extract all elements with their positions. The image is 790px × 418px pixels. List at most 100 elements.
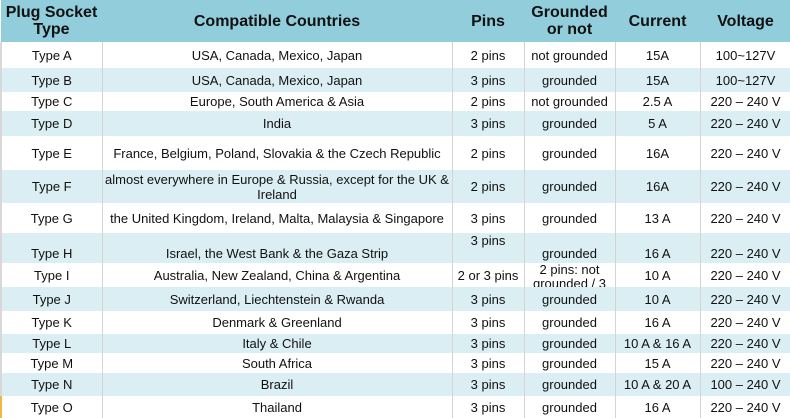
cell-pins[interactable]: 3 pins: [451, 373, 525, 396]
cell-current[interactable]: 13 A: [614, 203, 701, 233]
cell-type[interactable]: Type I: [0, 263, 103, 287]
cell-voltage[interactable]: 220 – 240 V: [699, 170, 790, 203]
cell-type[interactable]: Type L: [0, 334, 103, 353]
header-countries[interactable]: Compatible Countries: [102, 0, 452, 42]
cell-type[interactable]: Type D: [0, 111, 103, 136]
table-row: Type I Australia, New Zealand, China & Ar…: [0, 263, 790, 287]
table-row: Type B USA, Canada, Mexico, Japan 3 pins gr…: [0, 68, 790, 92]
table-row: Type O Thailand 3 pins grounded 16 A 220 – 24…: [0, 396, 790, 418]
cell-voltage[interactable]: 220 – 240 V: [699, 263, 790, 287]
cell-grounded[interactable]: grounded: [523, 68, 616, 92]
cell-type[interactable]: Type H: [0, 233, 103, 263]
cell-countries[interactable]: Israel, the West Bank & the Gaza Strip: [101, 233, 453, 263]
cell-current[interactable]: 15A: [614, 68, 701, 92]
cell-grounded[interactable]: grounded: [523, 396, 616, 418]
cell-type[interactable]: Type E: [0, 136, 103, 170]
cell-pins[interactable]: 3 pins: [451, 203, 525, 233]
cell-current[interactable]: 16A: [614, 170, 701, 203]
header-grounded[interactable]: Grounded or not: [524, 0, 615, 42]
cell-grounded[interactable]: not grounded: [523, 42, 616, 68]
cell-pins[interactable]: 2 pins: [451, 136, 525, 170]
cell-pins[interactable]: 3 pins: [451, 287, 525, 311]
cell-current[interactable]: 10 A & 16 A: [614, 334, 701, 353]
cell-grounded[interactable]: grounded: [523, 311, 616, 334]
cell-current[interactable]: 2.5 A: [614, 92, 701, 111]
cell-type[interactable]: Type N: [0, 373, 103, 396]
cell-current[interactable]: 10 A: [614, 287, 701, 311]
cell-countries[interactable]: Italy & Chile: [101, 334, 453, 353]
cell-current[interactable]: 16 A: [614, 311, 701, 334]
cell-countries[interactable]: Thailand: [101, 396, 453, 418]
cell-type[interactable]: Type M: [0, 353, 103, 373]
cell-countries[interactable]: almost everywhere in Europe & Russia, ex…: [101, 170, 453, 203]
header-current[interactable]: Current: [615, 0, 700, 42]
cell-current[interactable]: 15 A: [614, 353, 701, 373]
cell-pins[interactable]: 2 or 3 pins: [451, 263, 525, 287]
cell-pins[interactable]: 3 pins: [451, 111, 525, 136]
cell-grounded[interactable]: grounded: [523, 233, 616, 263]
header-pins[interactable]: Pins: [452, 0, 524, 42]
cell-countries[interactable]: Europe, South America & Asia: [101, 92, 453, 111]
cell-voltage[interactable]: 220 – 240 V: [699, 92, 790, 111]
cell-countries[interactable]: India: [101, 111, 453, 136]
cell-pins[interactable]: 2 pins: [451, 170, 525, 203]
cell-type[interactable]: Type O: [0, 396, 103, 418]
table-row: Type L Italy & Chile 3 pins grounded 10 A & …: [0, 334, 790, 353]
cell-grounded[interactable]: grounded: [523, 170, 616, 203]
cell-type[interactable]: Type C: [0, 92, 103, 111]
cell-voltage[interactable]: 220 – 240 V: [699, 136, 790, 170]
cell-voltage[interactable]: 220 – 240 V: [699, 111, 790, 136]
cell-grounded[interactable]: grounded: [523, 334, 616, 353]
cell-countries[interactable]: Switzerland, Liechtenstein & Rwanda: [101, 287, 453, 311]
cell-current[interactable]: 10 A: [614, 263, 701, 287]
cell-grounded[interactable]: grounded: [523, 203, 616, 233]
cell-type[interactable]: Type B: [0, 68, 103, 92]
cell-grounded[interactable]: grounded: [523, 136, 616, 170]
cell-countries[interactable]: Denmark & Greenland: [101, 311, 453, 334]
cell-voltage[interactable]: 220 – 240 V: [699, 287, 790, 311]
cell-countries[interactable]: France, Belgium, Poland, Slovakia & the …: [101, 136, 453, 170]
cell-current[interactable]: 16 A: [614, 233, 701, 263]
cell-countries[interactable]: Brazil: [101, 373, 453, 396]
cell-grounded[interactable]: grounded: [523, 287, 616, 311]
cell-voltage[interactable]: 100 – 240 V: [699, 373, 790, 396]
cell-type[interactable]: Type K: [0, 311, 103, 334]
cell-pins[interactable]: 3 pins: [451, 334, 525, 353]
cell-current[interactable]: 5 A: [614, 111, 701, 136]
header-voltage[interactable]: Voltage: [700, 0, 790, 42]
cell-type[interactable]: Type G: [0, 203, 103, 233]
cell-voltage[interactable]: 220 – 240 V: [699, 353, 790, 373]
cell-pins[interactable]: 3 pins: [451, 68, 525, 92]
cell-current[interactable]: 15A: [614, 42, 701, 68]
cell-grounded[interactable]: not grounded: [523, 92, 616, 111]
cell-countries[interactable]: the United Kingdom, Ireland, Malta, Mala…: [101, 203, 453, 233]
cell-pins[interactable]: 2 pins: [451, 42, 525, 68]
cell-voltage[interactable]: 220 – 240 V: [699, 334, 790, 353]
cell-voltage[interactable]: 220 – 240 V: [699, 233, 790, 263]
cell-type[interactable]: Type A: [0, 42, 103, 68]
cell-pins[interactable]: 2 pins: [451, 92, 525, 111]
cell-countries[interactable]: USA, Canada, Mexico, Japan: [101, 68, 453, 92]
cell-type[interactable]: Type F: [0, 170, 103, 203]
cell-current[interactable]: 16A: [614, 136, 701, 170]
header-type[interactable]: Plug Socket Type: [1, 0, 102, 42]
cell-type[interactable]: Type J: [0, 287, 103, 311]
cell-voltage[interactable]: 100~127V: [699, 68, 790, 92]
cell-pins[interactable]: 3 pins: [451, 396, 525, 418]
cell-current[interactable]: 10 A & 20 A: [614, 373, 701, 396]
cell-voltage[interactable]: 100~127V: [699, 42, 790, 68]
cell-grounded[interactable]: grounded: [523, 353, 616, 373]
cell-grounded[interactable]: grounded: [523, 373, 616, 396]
cell-voltage[interactable]: 220 – 240 V: [699, 311, 790, 334]
cell-grounded[interactable]: grounded: [523, 111, 616, 136]
cell-grounded[interactable]: 2 pins: not grounded / 3: [523, 263, 616, 287]
cell-voltage[interactable]: 220 – 240 V: [699, 203, 790, 233]
cell-countries[interactable]: Australia, New Zealand, China & Argentin…: [101, 263, 453, 287]
cell-voltage[interactable]: 220 – 240 V: [699, 396, 790, 418]
cell-pins[interactable]: 3 pins: [451, 233, 525, 263]
cell-current[interactable]: 16 A: [614, 396, 701, 418]
cell-countries[interactable]: South Africa: [101, 353, 453, 373]
cell-pins[interactable]: 3 pins: [451, 311, 525, 334]
cell-countries[interactable]: USA, Canada, Mexico, Japan: [101, 42, 453, 68]
cell-pins[interactable]: 3 pins: [451, 353, 525, 373]
